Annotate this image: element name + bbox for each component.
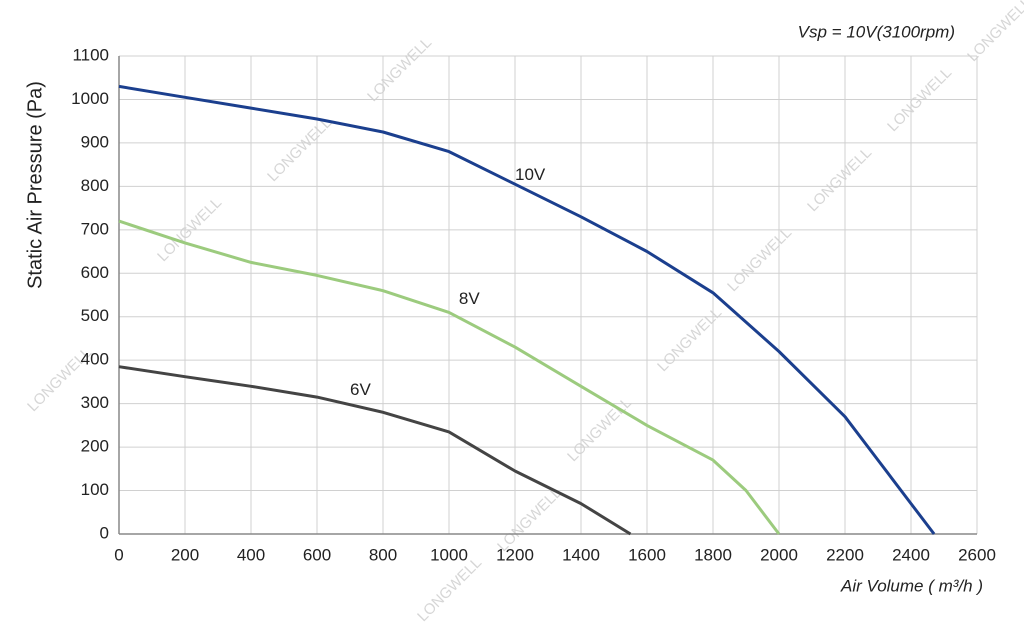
watermark: LONGWELL [364,34,435,105]
watermark: LONGWELL [264,114,335,185]
watermark: LONGWELL [654,304,725,375]
watermark: LONGWELL [964,0,1024,65]
watermark: LONGWELL [804,144,875,215]
y-tick-label: 1000 [71,89,109,108]
x-tick-label: 1200 [496,545,534,564]
x-tick-label: 2000 [760,545,798,564]
y-tick-label: 500 [81,306,109,325]
annotation: Vsp = 10V(3100rpm) [798,22,955,41]
watermark: LONGWELL [494,484,565,555]
watermark: LONGWELL [724,224,795,295]
x-tick-label: 1600 [628,545,666,564]
y-tick-label: 1100 [72,45,109,64]
y-tick-label: 300 [81,393,109,412]
y-tick-label: 700 [81,219,109,238]
y-tick-label: 400 [81,350,109,369]
y-axis-label: Static Air Pressure (Pa) [24,81,46,289]
y-tick-label: 900 [81,132,109,151]
y-tick-label: 600 [81,263,109,282]
x-tick-label: 1400 [562,545,600,564]
y-tick-label: 0 [100,523,109,542]
series-label: 8V [459,289,480,308]
y-tick-label: 200 [81,437,109,456]
x-tick-label: 2400 [892,545,930,564]
series-line [118,219,781,535]
y-tick-label: 100 [81,480,109,499]
x-tick-label: 400 [237,545,265,564]
watermark: LONGWELL [564,394,635,465]
x-tick-label: 0 [114,545,123,564]
x-axis-label: Air Volume ( m³/h ) [840,576,983,595]
x-tick-label: 1800 [694,545,732,564]
x-tick-label: 2200 [826,545,864,564]
series-line [118,84,936,535]
series-label: 10V [515,165,546,184]
y-tick-label: 800 [81,176,109,195]
x-tick-label: 1000 [430,545,468,564]
x-tick-label: 800 [369,545,397,564]
x-tick-label: 600 [303,545,331,564]
series-label: 6V [350,380,371,399]
series-line [118,365,632,536]
x-tick-label: 200 [171,545,199,564]
x-tick-label: 2600 [958,545,996,564]
